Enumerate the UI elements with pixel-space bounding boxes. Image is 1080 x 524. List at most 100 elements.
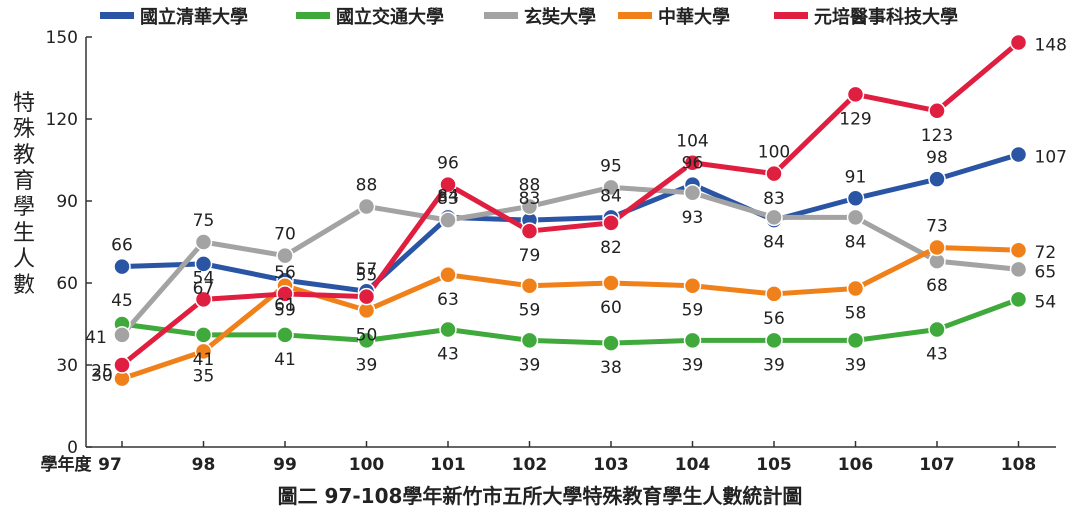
- data-point: [1009, 241, 1028, 259]
- data-label: 59: [274, 301, 296, 321]
- series-lines: [119, 39, 1021, 382]
- legend-label: 國立交通大學: [336, 6, 444, 28]
- data-point: [602, 214, 620, 232]
- y-ticks: 0 30 60 90 120 150: [46, 28, 92, 458]
- data-point: [276, 246, 294, 265]
- data-point: [765, 285, 783, 303]
- data-label: 39: [763, 355, 785, 375]
- chart-title: 圖二 97-108學年新竹市五所大學特殊教育學生人數統計圖: [278, 484, 803, 508]
- y-tick-label: 90: [56, 192, 78, 212]
- y-axis-title-char: 教: [13, 143, 35, 168]
- data-label: 65: [1035, 262, 1057, 282]
- data-label: 25: [91, 362, 113, 382]
- y-axis-title-char: 數: [13, 273, 35, 298]
- series-points: [113, 33, 1028, 388]
- series-line: [119, 244, 1021, 382]
- data-point: [194, 233, 213, 251]
- data-label: 54: [1035, 292, 1057, 312]
- data-label: 38: [600, 358, 622, 378]
- x-tick-label: 108: [1001, 455, 1037, 475]
- data-label: 83: [763, 189, 785, 209]
- data-label: 68: [926, 276, 948, 296]
- legend-swatch: [484, 12, 518, 19]
- legend-swatch: [618, 12, 652, 19]
- data-point: [846, 85, 865, 104]
- data-point: [276, 326, 294, 344]
- data-label: 70: [274, 225, 296, 245]
- data-label: 72: [1035, 243, 1057, 263]
- data-point: [1009, 33, 1028, 52]
- x-tick-label: 100: [349, 455, 385, 475]
- data-label: 84: [600, 186, 622, 206]
- data-label: 96: [682, 154, 704, 174]
- data-point: [683, 153, 702, 172]
- y-axis-title-char: 生: [13, 221, 35, 246]
- series-line: [119, 184, 1021, 338]
- y-axis-title-char: 育: [13, 169, 35, 194]
- legend-label: 中華大學: [658, 6, 730, 28]
- series-line: [119, 39, 1021, 368]
- x-tick-label: 98: [192, 455, 216, 475]
- legend-swatch: [296, 12, 330, 19]
- data-label: 56: [274, 263, 296, 283]
- x-tick-label: 106: [838, 455, 874, 475]
- data-point: [113, 356, 131, 374]
- data-point: [1009, 260, 1028, 279]
- data-point: [439, 266, 457, 284]
- y-tick-label: 30: [56, 356, 78, 376]
- legend-swatch: [100, 12, 134, 19]
- legend: 國立清華大學 國立交通大學 玄奘大學 中華大學 元培醫事科技大學: [100, 6, 958, 28]
- x-tick-label: 107: [919, 455, 955, 475]
- data-point: [357, 331, 376, 350]
- data-label: 56: [763, 309, 785, 329]
- data-point: [520, 331, 539, 350]
- x-tick-label: 99: [273, 455, 297, 475]
- data-point: [439, 211, 457, 229]
- data-label: 98: [926, 148, 948, 168]
- data-label: 39: [356, 355, 378, 375]
- data-label: 123: [921, 126, 953, 146]
- data-label: 35: [193, 366, 215, 386]
- data-point: [194, 255, 213, 273]
- data-label: 79: [519, 246, 541, 266]
- data-label: 30: [91, 366, 113, 386]
- data-point: [928, 320, 946, 339]
- data-point: [194, 342, 213, 361]
- data-label: 107: [1035, 148, 1067, 168]
- legend-swatch: [774, 12, 808, 19]
- data-label: 61: [274, 295, 296, 315]
- data-label: 59: [682, 301, 704, 321]
- data-point: [683, 184, 702, 202]
- data-point: [765, 208, 783, 227]
- data-label: 104: [676, 132, 708, 152]
- x-tick-label: 105: [756, 455, 792, 475]
- data-point: [113, 326, 131, 344]
- data-label: 59: [519, 301, 541, 321]
- data-point: [846, 279, 865, 298]
- legend-label: 元培醫事科技大學: [814, 6, 958, 28]
- data-label: 58: [845, 303, 867, 323]
- data-label: 57: [356, 260, 378, 280]
- data-point: [765, 164, 783, 183]
- y-tick-label: 0: [67, 438, 78, 458]
- data-label: 75: [193, 211, 215, 231]
- data-label: 50: [356, 325, 378, 345]
- data-label: 95: [600, 156, 622, 176]
- y-axis-title-char: 人: [13, 247, 35, 272]
- series-line: [119, 296, 1021, 346]
- data-label: 100: [758, 143, 790, 163]
- y-axis-title-char: 殊: [13, 117, 35, 142]
- data-point: [846, 331, 865, 350]
- data-label: 39: [682, 355, 704, 375]
- data-label: 67: [193, 279, 215, 299]
- x-axis-title: 學年度: [41, 454, 93, 475]
- data-point: [520, 197, 539, 216]
- data-point: [520, 222, 539, 240]
- data-label: 84: [437, 186, 459, 206]
- x-tick-label: 103: [593, 455, 629, 475]
- data-point: [194, 326, 213, 344]
- data-point: [520, 276, 539, 295]
- data-label: 41: [274, 350, 296, 370]
